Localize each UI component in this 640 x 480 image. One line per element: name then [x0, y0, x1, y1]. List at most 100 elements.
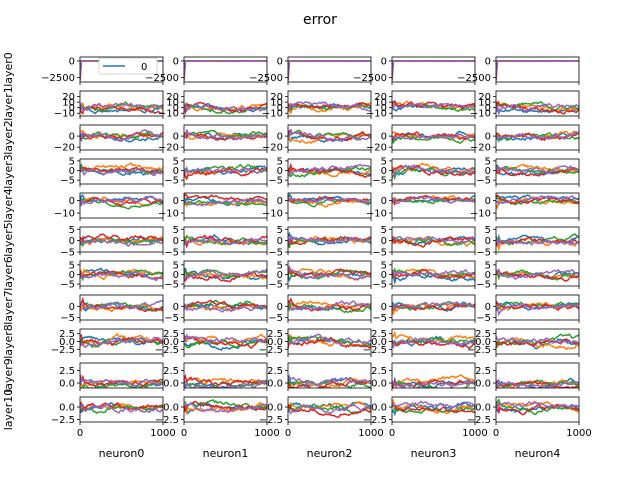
y-tick-label: −20 [54, 143, 75, 154]
series-line [184, 165, 267, 176]
series-line [80, 401, 163, 413]
y-tick-label: 0 [173, 196, 179, 207]
y-tick-label: −2.5 [51, 415, 75, 426]
series-line [80, 296, 163, 313]
panel-layer4-neuron2: −100 [262, 192, 372, 221]
y-tick-label: 0 [381, 132, 387, 143]
series-line [184, 197, 267, 207]
y-tick-label: 0 [173, 236, 179, 247]
row-label: layer1 [2, 86, 15, 121]
series-line [496, 336, 579, 345]
series-group [184, 163, 267, 181]
series-line [184, 373, 267, 387]
y-tick-label: −5 [476, 248, 491, 259]
y-tick-label: 0.0 [475, 403, 491, 414]
y-tick-label: −5 [60, 280, 75, 291]
y-tick-label: −5 [60, 313, 75, 324]
panel-layer0-neuron4: −2500 0 [457, 56, 580, 85]
y-tick-label: 5 [485, 225, 491, 236]
series-line [392, 60, 475, 79]
panel-layer7-neuron0: −50 layer7 [2, 290, 164, 325]
y-tick-label: −5 [372, 176, 387, 187]
series-line [496, 236, 579, 247]
y-tick-label: 0 [173, 103, 179, 114]
panel-frame [495, 192, 580, 219]
y-tick-label: 5 [69, 260, 75, 271]
series-line [496, 59, 579, 81]
x-tick-label: 0 [389, 428, 395, 439]
x-tick-label: 0 [285, 428, 291, 439]
series-line [392, 380, 475, 388]
y-tick-label: −5 [60, 248, 75, 259]
y-tick-label: −5 [372, 280, 387, 291]
panel-frame [287, 294, 372, 321]
panel-layer0-neuron0: −2500 0 layer0 0 [2, 52, 164, 87]
y-tick-label: 10 [62, 98, 75, 109]
series-line [184, 129, 267, 141]
series-group [288, 100, 371, 115]
series-line [288, 163, 371, 177]
panel-frame [495, 56, 580, 83]
series-group [392, 300, 475, 315]
y-tick-label: 0 [277, 166, 283, 177]
panel-layer0-neuron3: −2500 0 [353, 56, 476, 85]
panel-frame [79, 226, 164, 253]
series-group [392, 60, 475, 81]
y-tick-label: −20 [158, 143, 179, 154]
series-line [496, 233, 579, 245]
panel-layer6-neuron0: −505 layer6 [2, 256, 164, 291]
series-line [392, 400, 475, 409]
series-line [496, 302, 579, 317]
panel-layer5-neuron0: −505 layer5 [2, 222, 164, 259]
y-tick-label: 0.0 [163, 379, 179, 390]
series-line [288, 404, 371, 415]
series-group [80, 162, 163, 177]
series-group [496, 99, 579, 115]
column-label: neuron4 [515, 447, 561, 460]
series-line [392, 235, 475, 248]
y-tick-label: 0 [485, 236, 491, 247]
y-tick-label: 0 [277, 56, 283, 67]
series-line [392, 268, 475, 280]
y-tick-label: −2500 [41, 73, 75, 84]
series-line [288, 166, 371, 178]
y-tick-label: 2.5 [475, 366, 491, 377]
y-tick-label: −5 [476, 280, 491, 291]
panel-frame [79, 56, 164, 83]
y-tick-label: 5 [277, 260, 283, 271]
series-line [80, 376, 163, 387]
series-line [496, 194, 579, 206]
panel-layer9-neuron0: 0.0 2.5 layer9 [2, 358, 164, 393]
y-tick-label: −20 [470, 143, 491, 154]
row-label: layer4 [2, 188, 15, 223]
panel-frame [287, 124, 372, 151]
y-tick-label: 0.0 [59, 403, 75, 414]
y-tick-label: −5 [476, 176, 491, 187]
series-line [80, 233, 163, 244]
y-tick-label: 0 [485, 132, 491, 143]
y-tick-label: 0 [173, 302, 179, 313]
y-tick-label: −10 [470, 209, 491, 220]
panel-frame [391, 294, 476, 321]
series-line [496, 400, 579, 412]
y-tick-label: 0 [381, 302, 387, 313]
panel-frame [287, 90, 372, 117]
y-tick-label: 0 [69, 270, 75, 281]
series-group [288, 231, 371, 249]
y-tick-label: 0 [485, 56, 491, 67]
series-group [184, 101, 267, 115]
series-line [288, 333, 371, 346]
series-line [392, 401, 475, 417]
y-tick-label: 10 [478, 98, 491, 109]
y-tick-label: 0 [485, 166, 491, 177]
y-tick-label: −10 [54, 109, 75, 120]
y-tick-label: 5 [69, 156, 75, 167]
series-group [496, 130, 579, 143]
y-tick-label: 2.5 [59, 329, 75, 340]
panel-layer3-neuron4: −505 [476, 156, 580, 187]
panel-frame [183, 90, 268, 117]
series-group [392, 267, 475, 286]
y-tick-label: 0 [69, 166, 75, 177]
